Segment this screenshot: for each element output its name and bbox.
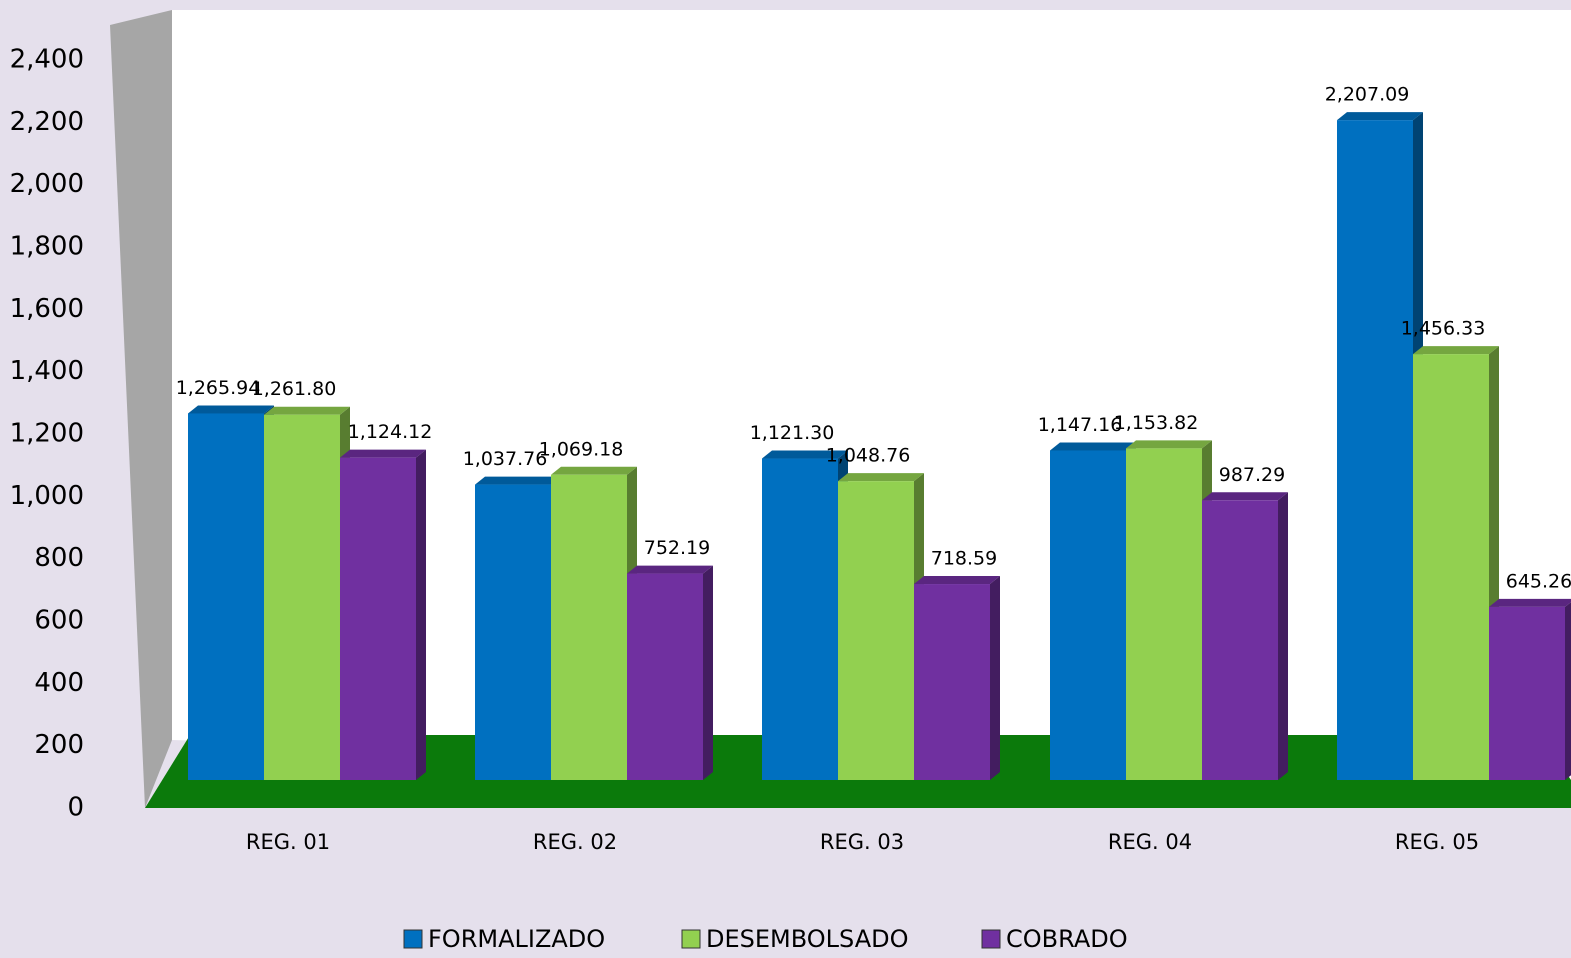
data-label: 2,207.09 (1325, 84, 1410, 106)
bar-top (1126, 440, 1212, 449)
x-tick-label: REG. 05 (1395, 830, 1479, 854)
y-tick-label: 1,200 (10, 419, 84, 449)
y-tick-label: 2,000 (10, 169, 84, 199)
bar (838, 481, 914, 780)
bar-top (264, 406, 350, 415)
legend-swatch (981, 929, 1001, 949)
y-tick-label: 600 (34, 606, 84, 636)
legend-swatch (681, 929, 701, 949)
bar (475, 484, 551, 780)
bar (1337, 120, 1413, 781)
bar (1050, 450, 1126, 780)
bar-side (1278, 492, 1288, 780)
bar (1126, 448, 1202, 780)
y-tick-label: 1,000 (10, 481, 84, 511)
data-label: 1,048.76 (826, 445, 911, 467)
bar-top (627, 565, 713, 574)
bar-top (340, 449, 426, 458)
y-tick-label: 0 (67, 793, 84, 823)
bar (264, 414, 340, 780)
data-label: 1,124.12 (348, 421, 433, 443)
legend-swatch (403, 929, 423, 949)
y-tick-label: 1,600 (10, 294, 84, 324)
side-wall (110, 10, 172, 808)
bar-top (1050, 442, 1136, 451)
bar-side (703, 565, 713, 780)
bar-top (188, 405, 274, 414)
bar-top (838, 473, 924, 482)
bar (340, 457, 416, 780)
data-label: 1,261.80 (252, 378, 337, 400)
bar (551, 474, 627, 780)
bar (1489, 606, 1565, 780)
bar-top (1202, 492, 1288, 501)
bar-top (475, 476, 561, 485)
bar-top (551, 466, 637, 475)
bar (914, 584, 990, 780)
bar (627, 573, 703, 780)
bar (1202, 500, 1278, 780)
bar-side (416, 449, 426, 780)
bar-side (990, 576, 1000, 780)
legend-label: COBRADO (1006, 925, 1128, 953)
data-label: 1,121.30 (750, 422, 835, 444)
x-tick-label: REG. 02 (533, 830, 617, 854)
data-label: 1,265.94 (176, 377, 261, 399)
bar-top (1337, 112, 1423, 121)
y-tick-label: 400 (34, 668, 84, 698)
data-label: 1,037.76 (463, 448, 548, 470)
bar (762, 458, 838, 780)
data-label: 987.29 (1219, 464, 1285, 486)
data-label: 1,147.16 (1038, 414, 1123, 436)
x-tick-label: REG. 04 (1108, 830, 1192, 854)
data-label: 752.19 (644, 537, 710, 559)
y-tick-label: 800 (34, 543, 84, 573)
y-tick-label: 1,400 (10, 356, 84, 386)
legend-label: FORMALIZADO (428, 925, 605, 953)
y-tick-label: 2,400 (10, 45, 84, 75)
bar (188, 413, 264, 780)
y-tick-label: 200 (34, 730, 84, 760)
data-label: 1,153.82 (1114, 412, 1199, 434)
data-label: 1,456.33 (1401, 318, 1486, 340)
bar-side (1565, 602, 1571, 780)
y-tick-label: 1,800 (10, 232, 84, 262)
y-tick-label: 2,200 (10, 107, 84, 137)
legend-label: DESEMBOLSADO (706, 925, 909, 953)
bar (1413, 354, 1489, 780)
bar-top (762, 450, 848, 459)
data-label: 1,069.18 (539, 438, 624, 460)
bar-top (1413, 346, 1499, 355)
x-tick-label: REG. 03 (820, 830, 904, 854)
data-label: 645.26 (1506, 570, 1571, 592)
bar-top (914, 576, 1000, 585)
bar-top (1489, 598, 1571, 607)
x-tick-label: REG. 01 (246, 830, 330, 854)
data-label: 718.59 (931, 548, 997, 570)
